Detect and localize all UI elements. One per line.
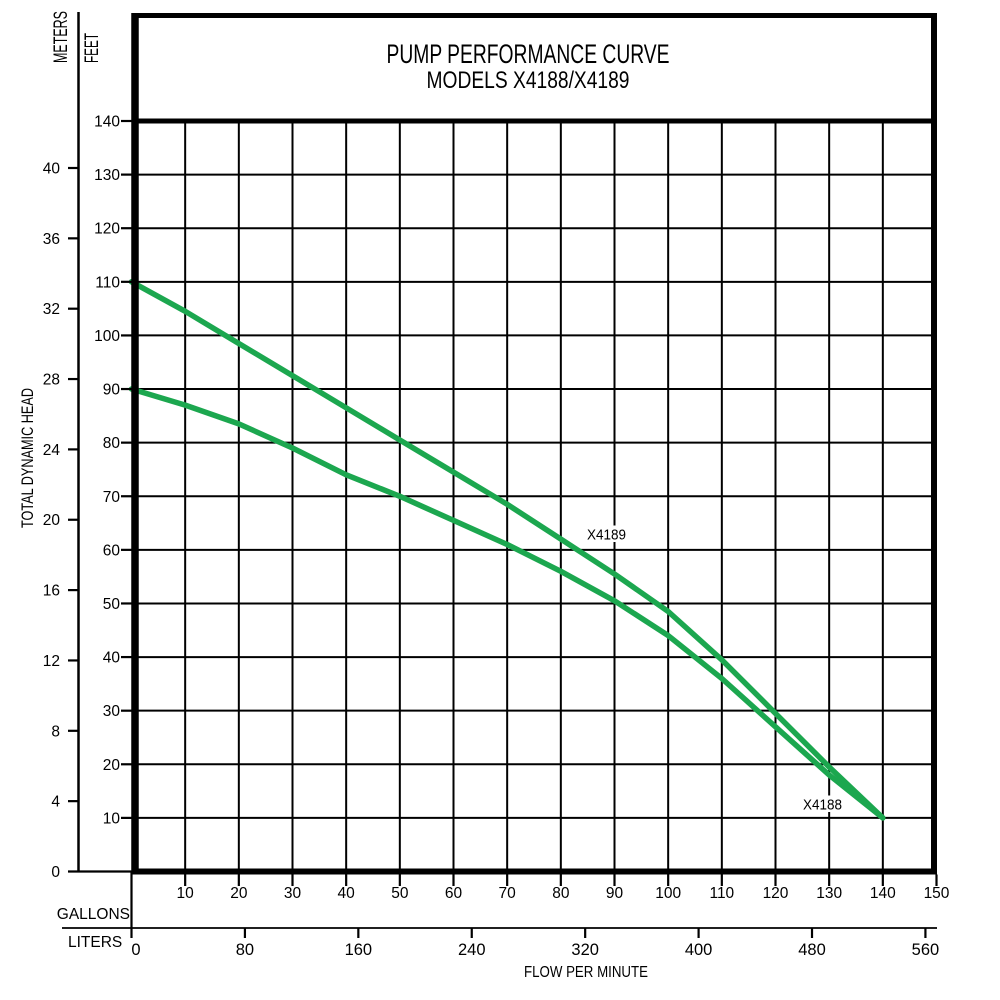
- gallons-tick-label: 40: [338, 885, 356, 902]
- meters-tick-label: 28: [43, 372, 60, 389]
- meters-tick-label: 40: [43, 160, 61, 177]
- chart-title: PUMP PERFORMANCE CURVE: [387, 39, 670, 69]
- gallons-tick-label: 20: [230, 885, 248, 902]
- gallons-tick-label: 120: [763, 885, 789, 902]
- gallons-tick-label: 50: [391, 885, 409, 902]
- meters-tick-label: 4: [51, 794, 60, 811]
- liters-tick-label: 80: [236, 941, 254, 959]
- feet-tick-label: 140: [94, 114, 120, 131]
- gallons-tick-label: 110: [709, 885, 734, 902]
- meters-tick-label: 0: [51, 864, 60, 881]
- grid-layer: [131, 121, 937, 872]
- feet-tick-label: 20: [103, 757, 121, 774]
- feet-tick-label: 90: [103, 382, 121, 399]
- gallons-tick-label: 90: [606, 885, 624, 902]
- y-axis-meters-unit-label: METERS: [51, 11, 72, 63]
- liters-tick-label: 480: [798, 941, 826, 959]
- feet-tick-label: 120: [94, 221, 120, 238]
- feet-tick-label: 110: [95, 274, 120, 291]
- meters-tick-label: 12: [43, 653, 60, 670]
- performance-curve-x4188: [128, 386, 886, 821]
- x-axis-title: FLOW PER MINUTE: [524, 964, 648, 981]
- meters-tick-label: 16: [43, 583, 60, 600]
- liters-tick-label: 320: [571, 941, 599, 959]
- gallons-tick-label: 150: [924, 885, 950, 902]
- feet-tick-label: 30: [103, 703, 121, 720]
- curve-label-backing: [799, 795, 846, 812]
- liters-tick-label: 240: [458, 941, 486, 959]
- liters-tick-label: 560: [912, 941, 940, 959]
- gallons-tick-label: 140: [870, 885, 896, 902]
- feet-tick-label: 40: [103, 650, 121, 667]
- gallons-tick-label: 100: [655, 885, 681, 902]
- curves-layer: [128, 279, 886, 821]
- liters-tick-label: 400: [685, 941, 713, 959]
- ticks-layer: 1020304050607080901001101201301400481216…: [43, 114, 950, 960]
- feet-tick-label: 70: [103, 489, 121, 506]
- chart-subtitle: MODELS X4188/X4189: [427, 67, 630, 94]
- curve-label-backing: [583, 525, 630, 542]
- gallons-tick-label: 130: [816, 885, 842, 902]
- liters-tick-label: 160: [345, 941, 373, 959]
- gallons-tick-label: 30: [284, 885, 302, 902]
- meters-tick-label: 32: [43, 301, 60, 318]
- meters-tick-label: 8: [51, 723, 60, 740]
- y-axis-feet-unit-label: FEET: [82, 33, 103, 63]
- feet-tick-label: 100: [94, 328, 120, 345]
- feet-tick-label: 80: [103, 435, 121, 452]
- meters-tick-label: 24: [43, 442, 61, 459]
- curve-label-text: X4189: [587, 527, 626, 544]
- performance-curve-x4189: [128, 279, 886, 821]
- feet-tick-label: 10: [103, 810, 121, 827]
- x-axis-gallons-unit-label: GALLONS: [57, 906, 130, 923]
- feet-tick-label: 50: [103, 596, 121, 613]
- curve-label-x4188: X4188: [799, 795, 846, 814]
- curve-label-text: X4188: [803, 797, 842, 814]
- gallons-tick-label: 60: [445, 885, 463, 902]
- gallons-tick-label: 10: [177, 885, 195, 902]
- x-axis-liters-unit-label: LITERS: [68, 934, 122, 951]
- gallons-tick-label: 80: [552, 885, 570, 902]
- meters-tick-label: 20: [43, 512, 61, 529]
- feet-tick-label: 130: [94, 167, 120, 184]
- y-axis-title: TOTAL DYNAMIC HEAD: [18, 388, 37, 528]
- liters-tick-label: 0: [131, 941, 140, 959]
- meters-tick-label: 36: [43, 231, 60, 248]
- gallons-tick-label: 70: [499, 885, 517, 902]
- feet-tick-label: 60: [103, 542, 121, 559]
- curve-label-x4189: X4189: [583, 525, 630, 544]
